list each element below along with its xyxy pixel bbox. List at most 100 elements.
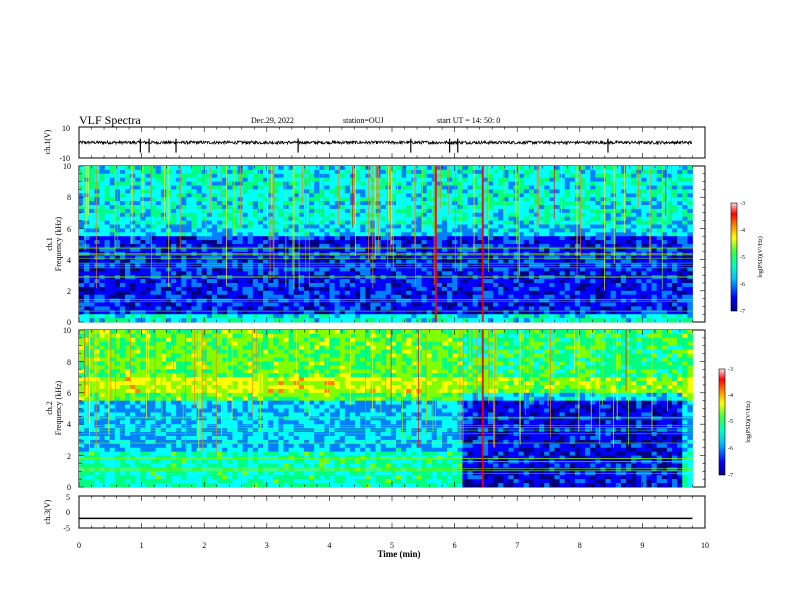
spec-cell	[457, 294, 463, 299]
spec-cell	[559, 220, 566, 225]
spec-cell	[416, 181, 422, 186]
spec-cell	[477, 247, 484, 253]
spec-cell	[344, 271, 351, 276]
spec-cell	[181, 247, 187, 253]
spec-cell	[263, 201, 269, 206]
spec-cell	[590, 286, 596, 292]
spec-cell	[636, 255, 642, 260]
spec-cell	[482, 286, 489, 292]
spec-cell	[395, 177, 402, 182]
spec-cell	[324, 185, 330, 190]
spec-cell	[257, 236, 264, 241]
spec-cell	[79, 169, 85, 175]
spec-cell	[125, 314, 131, 319]
spec-cell	[487, 220, 494, 225]
spec-cell	[155, 166, 162, 171]
spec-cell	[380, 208, 387, 214]
spec-cell	[385, 255, 392, 260]
spec-cell	[631, 259, 637, 264]
spec-cell	[677, 314, 683, 319]
spec-cell	[201, 232, 208, 237]
spec-cell	[191, 228, 197, 233]
spec-cell	[523, 259, 530, 264]
spec-cell	[651, 306, 658, 311]
spec-cell	[227, 177, 233, 182]
spec-cell	[79, 443, 85, 449]
spec-cell	[626, 279, 632, 284]
spec-cell	[303, 244, 310, 249]
spec-cell	[329, 259, 336, 264]
spec-cell	[324, 283, 330, 288]
spec-cell	[610, 197, 617, 202]
spec-cell	[651, 201, 658, 206]
spec-cell	[457, 185, 463, 190]
spec-cell	[585, 201, 591, 206]
spec-cell	[467, 201, 474, 206]
spec-cell	[447, 189, 453, 194]
spec-cell	[181, 181, 187, 186]
spec-cell	[263, 193, 269, 198]
spec-cell	[503, 286, 509, 292]
spec-cell	[324, 173, 330, 179]
spec-cell	[661, 205, 668, 210]
spec-cell	[605, 181, 612, 186]
spec-cell	[610, 283, 617, 288]
spec-cell	[626, 189, 632, 194]
spec-cell	[135, 251, 141, 257]
spec-cell	[227, 166, 233, 171]
spec-cell	[324, 197, 330, 202]
spec-cell	[523, 271, 530, 276]
spec-cell	[319, 220, 325, 225]
spec-cell	[303, 181, 310, 186]
spec-cell	[441, 244, 448, 249]
spec-cell	[334, 212, 341, 218]
spec-cell	[150, 208, 157, 214]
spec-cell	[487, 216, 494, 221]
spec-cell	[171, 212, 177, 218]
spec-cell	[334, 279, 341, 284]
spec-cell	[421, 228, 428, 233]
spec-cell	[406, 294, 412, 299]
spec-cell	[431, 310, 438, 315]
spec-cell	[620, 290, 627, 296]
spec-cell	[150, 193, 157, 198]
spec-cell	[160, 185, 167, 190]
spec-cell	[283, 306, 289, 311]
spec-cell	[232, 267, 238, 272]
spec-cell	[150, 310, 157, 315]
spec-cell	[176, 189, 182, 194]
spec-cell	[518, 181, 525, 186]
spec-cell	[165, 294, 172, 299]
spec-cell	[196, 286, 203, 292]
spec-cell	[605, 189, 612, 194]
spec-cell	[263, 189, 269, 194]
spec-cell	[672, 286, 678, 292]
spec-cell	[626, 247, 632, 253]
spec-cell	[661, 286, 668, 292]
spec-cell	[528, 306, 535, 311]
spec-cell	[135, 298, 141, 303]
spec-cell	[125, 228, 131, 233]
spec-cell	[252, 232, 259, 237]
spec-cell	[130, 271, 136, 276]
spec-cell	[641, 255, 647, 260]
spec-cell	[626, 294, 632, 299]
spec-cell	[181, 251, 187, 257]
spec-cell	[278, 294, 284, 299]
spec-cell	[631, 224, 637, 229]
spec-cell	[426, 302, 433, 307]
spec-cell	[84, 259, 90, 264]
spec-cell	[687, 310, 693, 315]
spec-cell	[549, 318, 555, 323]
spec-cell	[99, 181, 105, 186]
spec-cell	[165, 302, 172, 307]
spec-cell	[380, 247, 387, 253]
spec-cell	[319, 224, 325, 229]
spec-cell	[196, 302, 203, 307]
spec-cell	[329, 197, 336, 202]
spec-cell	[518, 224, 525, 229]
spec-cell	[620, 169, 627, 175]
spec-cell	[554, 220, 560, 225]
spec-cell	[462, 169, 468, 175]
spec-cell	[252, 267, 259, 272]
